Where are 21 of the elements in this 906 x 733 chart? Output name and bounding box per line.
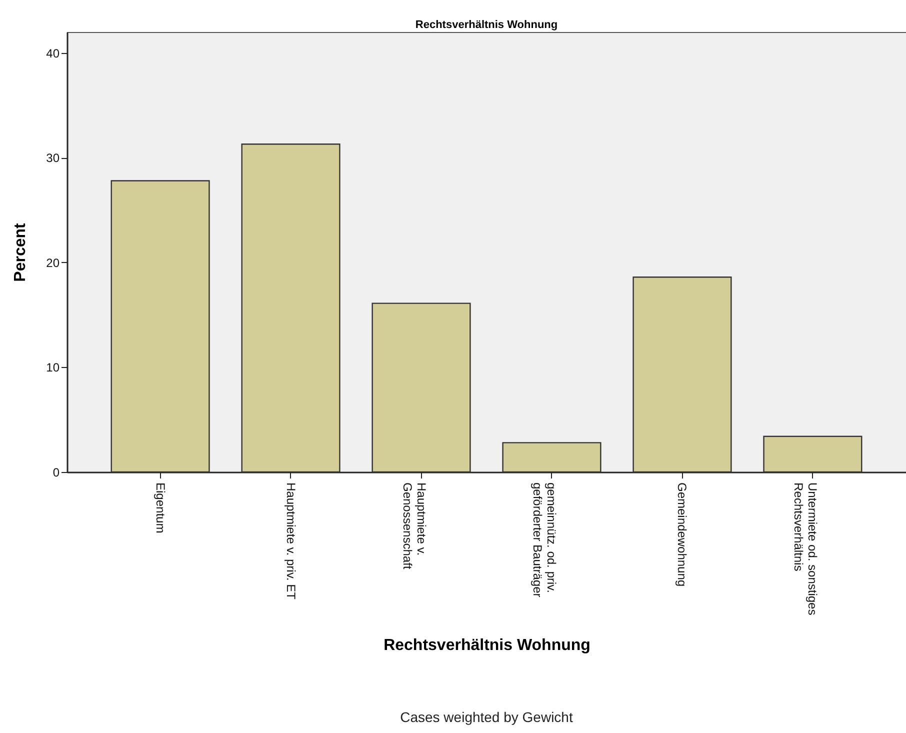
chart-title: Rechtsverhältnis Wohnung bbox=[415, 19, 558, 31]
y-tick-label: 20 bbox=[46, 256, 60, 270]
x-tick-label: Hauptmiete v. priv. ET bbox=[284, 482, 298, 600]
text: Cases weighted by Gewicht bbox=[399, 709, 574, 725]
bar bbox=[372, 302, 471, 473]
bar bbox=[763, 436, 862, 473]
x-tick-label: gemeinnütz. od. priv. geförderter Bauträger bbox=[530, 482, 559, 598]
y-tick-label: 10 bbox=[46, 360, 60, 375]
bar bbox=[502, 442, 602, 473]
y-tick-label: 40 bbox=[46, 46, 60, 60]
bar bbox=[241, 143, 340, 473]
x-tick-label: Hauptmiete v. Genossenschaft bbox=[400, 482, 428, 570]
x-tick-label: Gemeindewohnung bbox=[675, 482, 690, 587]
y-tick-label: 30 bbox=[46, 151, 60, 166]
bar bbox=[632, 276, 732, 473]
y-tick-label: 0 bbox=[52, 466, 60, 480]
x-tick-label: Untermiete od. sonstiges Rechtsverhältnis bbox=[792, 482, 820, 616]
x-tick-label: Eigentum bbox=[153, 482, 168, 534]
bar bbox=[110, 180, 210, 473]
y-axis-title: Percent bbox=[12, 222, 30, 282]
x-axis-title: Rechtsverhältnis Wohnung bbox=[384, 637, 590, 654]
